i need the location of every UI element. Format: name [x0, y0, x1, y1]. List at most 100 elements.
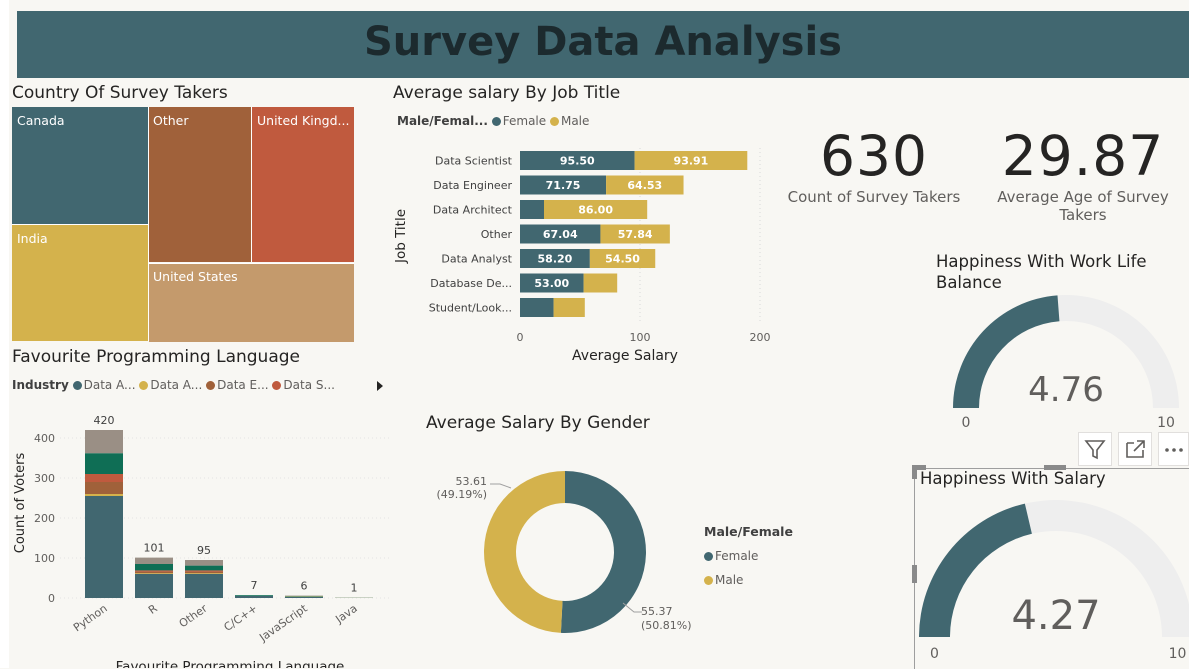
legend-item-female[interactable]: Female [492, 114, 546, 128]
bar-segment [185, 566, 223, 571]
bar-segment [85, 494, 123, 496]
gauge-max-label: 10 [1157, 415, 1175, 431]
gauge-wlb-title: Happiness With Work Life Balance [936, 251, 1176, 293]
treemap-tile-united-states[interactable]: United States [149, 263, 354, 342]
data-label: 57.84 [618, 228, 653, 241]
legend-title: Industry [12, 378, 69, 392]
y-tick-label: 200 [34, 512, 55, 525]
treemap-label: India [12, 225, 148, 246]
legend-label: Data A... [84, 378, 136, 392]
x-tick-label: R [146, 602, 160, 617]
lang-chart-legend: Industry Data A... Data A... Data E... D… [12, 378, 335, 392]
bar-segment [135, 570, 173, 571]
y-tick-label: Student/Look... [429, 302, 512, 315]
language-stacked-bar-chart[interactable]: 0100200300400420Python101R95Other7C/C++6… [10, 405, 390, 668]
legend-label: Female [503, 114, 546, 128]
data-label: 53.00 [534, 277, 569, 290]
lang-chart-title: Favourite Programming Language [12, 347, 300, 367]
donut-slice [561, 471, 646, 633]
treemap-tile-india[interactable]: India [12, 225, 149, 341]
bar-segment [85, 474, 123, 482]
treemap-label: Canada [12, 107, 148, 128]
legend-item-male[interactable]: Male [550, 114, 589, 128]
bar-segment [135, 573, 173, 574]
total-label: 95 [197, 544, 211, 557]
gauge-max-label: 10 [1169, 646, 1187, 662]
bar-segment [584, 274, 618, 293]
y-tick-label: 400 [34, 432, 55, 445]
focus-mode-icon [1119, 433, 1151, 465]
legend-label: Female [715, 549, 758, 563]
bar-segment [135, 558, 173, 564]
kpi-age-value: 29.87 [988, 124, 1178, 188]
data-label: 93.91 [674, 155, 709, 168]
more-options-button[interactable] [1158, 432, 1189, 466]
bar-segment [285, 597, 323, 598]
slice-value-label: 55.37 [641, 605, 673, 618]
gauge-work-life-balance[interactable]: 4.76 0 10 [940, 290, 1189, 435]
bar-segment [135, 564, 173, 570]
gauge-value: 4.76 [1028, 370, 1104, 410]
legend-dot [272, 381, 281, 390]
data-label: 58.20 [538, 253, 573, 266]
legend-label: Male [561, 114, 589, 128]
legend-label: Male [715, 573, 743, 587]
legend-item[interactable]: Data E... [206, 378, 269, 392]
legend-item[interactable]: Data A... [73, 378, 136, 392]
x-axis-title: Average Salary [572, 348, 678, 364]
legend-item-male[interactable]: Male [704, 568, 793, 592]
slice-percent-label: (50.81%) [641, 619, 692, 632]
bar-segment [185, 574, 223, 598]
focus-mode-button[interactable] [1118, 432, 1152, 466]
bar-segment [185, 560, 223, 566]
resize-handle[interactable] [912, 465, 917, 479]
total-label: 101 [144, 542, 165, 555]
legend-item-female[interactable]: Female [704, 544, 793, 568]
filter-icon [1079, 433, 1111, 465]
legend-label: Data A... [150, 378, 202, 392]
x-tick-label: 100 [630, 331, 651, 344]
bar-segment [85, 453, 123, 474]
y-tick-label: Data Scientist [435, 155, 513, 168]
legend-item[interactable]: Data S... [272, 378, 335, 392]
treemap-tile-canada[interactable]: Canada [12, 107, 149, 225]
treemap-tile-other[interactable]: Other [149, 107, 252, 262]
kpi-count-label: Count of Survey Takers [784, 188, 964, 206]
bar-segment [135, 572, 173, 574]
legend-dot [206, 381, 215, 390]
y-tick-label: 0 [48, 592, 55, 605]
country-treemap[interactable]: Canada Other United Kingd... India Unite… [12, 107, 354, 341]
treemap-tile-united-kingdom[interactable]: United Kingd... [252, 107, 354, 262]
y-tick-label: Database De... [430, 277, 512, 290]
gauge-min-label: 0 [962, 415, 971, 431]
bar-segment [185, 572, 223, 574]
legend-dot [492, 117, 501, 126]
legend-title: Male/Female [704, 524, 793, 539]
leader-line [490, 484, 511, 488]
y-tick-label: Data Engineer [433, 179, 512, 192]
legend-dot [73, 381, 82, 390]
legend-scroll-arrow-icon[interactable] [376, 380, 386, 392]
y-axis-title: Job Title [393, 209, 409, 264]
x-axis-title: Favourite Programming Language [116, 659, 345, 668]
treemap-label: Other [149, 107, 251, 128]
y-tick-label: 300 [34, 472, 55, 485]
left-margin-strip [0, 0, 9, 668]
legend-item[interactable]: Data A... [139, 378, 202, 392]
data-label: 67.04 [543, 228, 578, 241]
slice-value-label: 53.61 [456, 475, 488, 488]
gender-donut-chart[interactable]: 53.61(49.19%)55.37(50.81%) [420, 440, 720, 668]
y-axis-title: Count of Voters [13, 453, 28, 554]
total-label: 1 [351, 582, 358, 595]
x-tick-label: Other [177, 602, 210, 631]
gauge-salary-title: Happiness With Salary [920, 468, 1106, 489]
bar-segment [235, 595, 273, 596]
legend-label: Data S... [283, 378, 335, 392]
filter-button[interactable] [1078, 432, 1112, 466]
legend-label: Data E... [217, 378, 269, 392]
x-tick-label: 200 [750, 331, 771, 344]
gender-legend: Male/Female Female Male [704, 520, 793, 592]
x-tick-label: JavaScript [256, 601, 310, 644]
